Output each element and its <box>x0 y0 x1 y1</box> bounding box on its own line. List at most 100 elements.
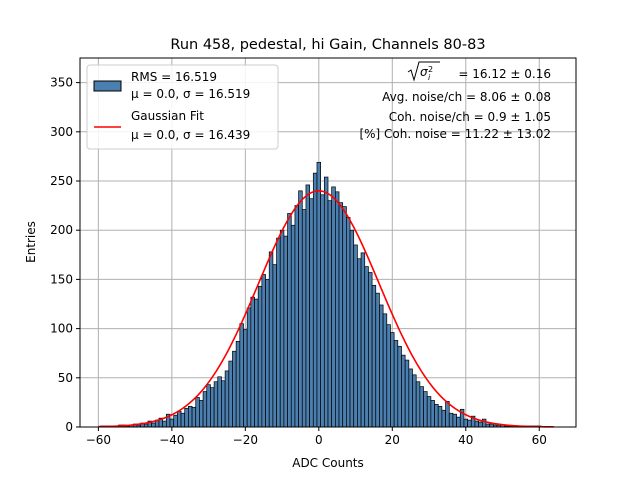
y-tick-label: 0 <box>65 420 73 434</box>
histogram-bar <box>162 420 167 428</box>
histogram-bar <box>177 410 182 428</box>
y-axis-label: Entries <box>24 221 38 263</box>
svg-text:i: i <box>428 73 431 82</box>
histogram-bar <box>346 217 351 428</box>
legend: RMS = 16.519 μ = 0.0, σ = 16.519 Gaussia… <box>86 64 279 150</box>
histogram-bar <box>235 341 241 428</box>
histogram-bar <box>353 244 358 428</box>
legend-fit-params: μ = 0.0, σ = 16.439 <box>131 128 250 142</box>
sigma-symbol: σ i 2 <box>407 61 440 82</box>
histogram-bar <box>210 387 215 428</box>
y-tick-label: 150 <box>50 272 73 286</box>
x-tick-label: 40 <box>458 433 473 447</box>
histogram-bar <box>474 420 479 428</box>
histogram-bar <box>265 279 270 428</box>
x-tick-label: 0 <box>315 433 323 447</box>
histogram-bar <box>349 229 355 428</box>
histogram-bar <box>217 376 222 428</box>
histogram-bar <box>279 229 285 428</box>
x-tick-label: −60 <box>86 433 111 447</box>
histogram-bar <box>379 304 384 428</box>
histogram-bar <box>390 332 395 428</box>
histogram-bar <box>320 194 325 428</box>
histogram-bar <box>290 224 296 428</box>
histogram-bar <box>261 274 266 428</box>
histogram-bar <box>202 391 208 428</box>
histogram-bar <box>276 237 281 428</box>
histogram-bar <box>257 285 263 428</box>
y-tick-label: 250 <box>50 174 73 188</box>
histogram-bar <box>419 386 424 428</box>
histogram-bar <box>327 200 333 428</box>
annotation-coh-percent: [%] Coh. noise = 11.22 ± 13.02 <box>359 127 551 141</box>
histogram-bar <box>334 191 340 428</box>
x-axis-ticks: −60 −40 −20 0 20 40 60 <box>86 427 547 447</box>
histogram-bar <box>305 184 310 428</box>
histogram-bar <box>423 391 428 428</box>
histogram-bar <box>368 272 373 428</box>
x-tick-label: 60 <box>532 433 547 447</box>
y-tick-label: 100 <box>50 322 73 336</box>
histogram-bar <box>445 401 450 428</box>
x-tick-label: 20 <box>385 433 400 447</box>
histogram-bar <box>360 252 366 428</box>
histogram-bar <box>221 380 226 428</box>
x-tick-label: −20 <box>233 433 258 447</box>
histogram-bar <box>169 418 175 428</box>
annotation-sigma-value: = 16.12 ± 0.16 <box>458 67 551 81</box>
histogram-bar <box>323 176 329 428</box>
legend-hist-params: μ = 0.0, σ = 16.519 <box>131 87 250 101</box>
svg-text:2: 2 <box>428 65 433 74</box>
histogram-bar <box>371 284 377 428</box>
histogram-bar <box>393 340 399 428</box>
histogram-bar <box>338 202 344 428</box>
histogram-bar <box>151 422 156 428</box>
histogram-bar <box>463 418 468 428</box>
histogram-bar <box>408 368 413 428</box>
legend-box <box>86 64 279 150</box>
histogram-bar <box>434 404 439 428</box>
histogram-bar <box>397 345 402 428</box>
annotation-coh-noise: Coh. noise/ch = 0.9 ± 1.05 <box>389 110 551 124</box>
legend-hist-rms: RMS = 16.519 <box>131 70 217 84</box>
histogram-bar <box>213 381 219 428</box>
histogram-bar <box>312 172 318 428</box>
legend-histogram-swatch <box>93 80 122 92</box>
histogram-bar <box>206 384 211 428</box>
histogram-bar <box>316 161 322 428</box>
axes-frame <box>79 57 577 428</box>
histogram-bar <box>173 414 178 428</box>
y-tick-label: 200 <box>50 223 73 237</box>
histogram-bar <box>452 413 457 428</box>
histogram-bar <box>188 405 193 428</box>
histogram-bar <box>441 409 446 428</box>
histogram-bar <box>426 396 432 428</box>
y-tick-label: 350 <box>50 76 73 90</box>
svg-text:σ: σ <box>420 65 428 79</box>
histogram-bar <box>448 412 454 428</box>
histogram-bar <box>331 186 336 428</box>
histogram-bar <box>298 190 303 428</box>
histogram-bar <box>272 264 277 428</box>
histogram-bar <box>478 421 483 428</box>
histogram-bar <box>283 235 288 428</box>
histogram-bar <box>195 397 200 428</box>
histogram-bar <box>239 323 244 428</box>
histogram-bar <box>364 266 369 428</box>
y-axis-ticks: 0 50 100 150 200 250 300 350 <box>50 76 80 434</box>
histogram-bar <box>180 412 186 428</box>
y-tick-label: 50 <box>58 371 73 385</box>
histogram-bar <box>243 329 248 428</box>
histogram-bar <box>287 213 292 428</box>
histogram-bar <box>357 258 362 428</box>
histogram-bar <box>309 198 314 428</box>
histogram-bar <box>191 406 197 428</box>
histogram-bar <box>382 313 388 428</box>
histogram-bar <box>386 324 391 428</box>
histogram-bar <box>430 400 435 428</box>
histogram-bar <box>228 360 233 428</box>
histogram-bar <box>301 209 307 428</box>
histogram-bar <box>412 374 417 428</box>
